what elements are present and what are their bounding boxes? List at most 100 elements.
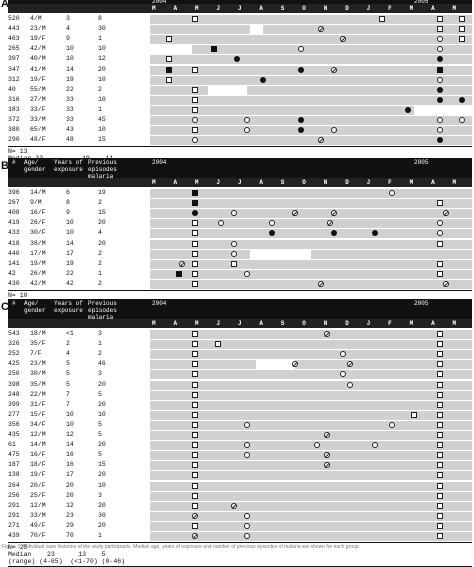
filled-square-marker [192,190,199,196]
month-label: S [280,320,285,327]
open-circle-marker [243,270,250,277]
open-circle-marker [217,220,224,227]
month-label: M [152,320,156,327]
filled-circle-marker [330,230,337,237]
open-square-marker [192,442,199,449]
crossed-circle-marker [192,512,199,519]
open-square-marker [459,26,466,33]
years-exposure: 19 [66,75,74,83]
month-label: O [302,5,306,12]
filled-circle-marker [436,137,443,144]
open-circle-marker [243,512,250,519]
follow-up-bar [150,105,415,115]
patient-id: 435 [8,431,20,438]
previous-episodes: 10 [98,481,106,489]
month-label: N [323,5,328,12]
month-label: D [345,179,349,186]
panel-header: # Age/ gender Years of exposure Previous ep… [8,158,472,180]
age-gender: 30/M [30,370,46,378]
follow-up-bar [150,269,472,279]
crossed-circle-marker [330,210,337,217]
open-circle-marker [436,230,443,237]
previous-episodes: 2 [98,259,102,267]
month-label: J [216,320,220,327]
age-gender: 70/F [30,532,46,539]
follow-up-bar [150,259,472,269]
open-circle-marker [436,220,443,227]
open-circle-marker [340,371,347,378]
age-gender: 40/M [30,55,46,63]
age-gender: 16/F [30,209,46,217]
years-exposure: 4 [66,25,70,33]
patient-id: 40 [8,85,16,93]
month-label: J [366,5,371,12]
follow-up-bar [311,249,472,259]
filled-circle-marker [372,230,379,237]
patient-id: 418 [8,239,20,247]
years-exposure: 16 [66,461,74,469]
previous-episodes: 10 [98,45,106,53]
open-square-marker [192,341,199,348]
open-square-marker [214,341,221,348]
age-gender: 33/M [30,116,46,123]
patient-row: 520 4/M 3 8 [8,14,472,25]
open-circle-marker [340,351,347,358]
previous-episodes: 10 [98,95,106,103]
open-circle-marker [243,452,250,459]
open-square-marker [166,36,173,43]
years-exposure: 29 [66,521,74,529]
open-square-marker [192,351,199,358]
patient-id: 271 [8,521,20,529]
patient-row: 543 18/M <1 3 [8,329,472,340]
years-exposure: 2 [66,340,70,348]
previous-episodes: 45 [98,116,106,123]
follow-up-bar [150,481,472,491]
follow-up-bar [150,55,472,65]
follow-up-bar [262,25,472,35]
follow-up-bar [150,189,472,198]
years-exposure: 70 [66,532,74,539]
open-square-marker [192,492,199,499]
follow-up-bar [150,410,472,420]
patient-id: 290 [8,136,20,144]
patient-row: 250 30/M 5 3 [8,369,472,380]
crossed-circle-marker [179,260,186,267]
years-exposure: 43 [66,126,74,134]
filled-circle-marker [436,56,443,63]
previous-episodes: 10 [98,75,106,83]
crossed-circle-marker [291,361,298,368]
previous-episodes: 20 [98,501,106,509]
years-exposure: 5 [66,370,70,378]
open-square-marker [436,512,443,519]
header-age-gender: Age/ gender [24,159,46,173]
open-square-marker [192,522,199,529]
age-gender: 35/F [30,340,46,348]
follow-up-bar [150,239,472,249]
filled-circle-marker [233,56,240,63]
year-label-2004: 2004 [152,300,167,307]
open-square-marker [192,421,199,428]
follow-up-bar [150,249,250,259]
years-exposure: 10 [66,420,74,428]
filled-circle-marker [298,127,305,134]
age-gender: 9/M [30,199,42,207]
header-years: Years of exposure [54,300,83,314]
patient-id: 316 [8,95,20,103]
follow-up-bar [191,45,472,55]
month-label: F [388,179,392,186]
open-circle-marker [230,240,237,247]
open-square-marker [192,361,199,368]
month-label: M [409,5,414,12]
patient-row: 347 41/M 14 20 [8,65,472,76]
years-exposure: 5 [66,360,70,368]
filled-circle-marker [298,117,305,123]
age-gender: 35/M [30,380,46,388]
previous-episodes: 5 [98,451,102,459]
follow-up-bar [150,65,472,75]
month-label: A [431,320,435,327]
patient-row: 397 40/M 10 12 [8,54,472,65]
month-label: M [152,179,156,186]
years-exposure: 7 [66,400,70,408]
